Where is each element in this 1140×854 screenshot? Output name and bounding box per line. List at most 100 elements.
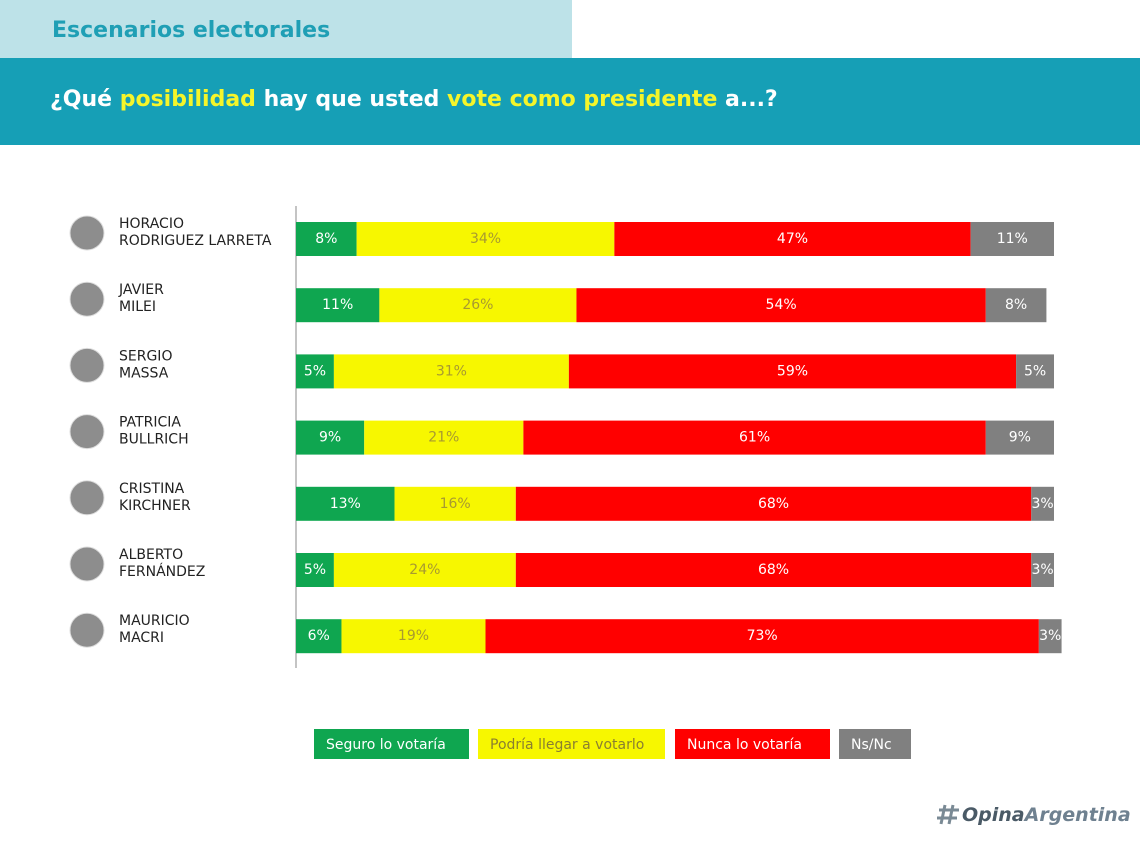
value-label: 5% (1024, 363, 1046, 379)
bar-segment (296, 222, 357, 256)
bar-segment (364, 420, 524, 455)
value-label: 54% (766, 297, 797, 313)
legend-label: Nunca lo votaría (687, 737, 802, 753)
value-label: 61% (739, 430, 770, 446)
category-label: MAURICIO (119, 613, 190, 629)
bar-segment (985, 420, 1054, 455)
value-label: 68% (758, 562, 789, 578)
bar-segment (356, 222, 615, 256)
value-label: 26% (462, 297, 493, 313)
question-part: a...? (717, 87, 777, 112)
question-part: posibilidad (120, 87, 256, 112)
category-label: RODRIGUEZ LARRETA (119, 233, 272, 249)
bar-segment (333, 354, 569, 389)
value-label: 5% (304, 562, 326, 578)
logo-part: Opina (962, 804, 1025, 826)
logo-text: OpinaArgentina (962, 804, 1131, 826)
category-label: JAVIER (118, 282, 164, 298)
legend-swatch (675, 729, 830, 759)
value-label: 68% (758, 496, 789, 512)
question-part: hay que usted (256, 87, 447, 112)
bar-segment (341, 619, 486, 654)
bar-segment (296, 486, 395, 521)
legend-label: Ns/Nc (851, 737, 892, 753)
bar-segment (1016, 354, 1054, 389)
value-label: 21% (428, 430, 459, 446)
section-tab (0, 0, 572, 58)
candidate-photo (69, 281, 105, 317)
logo-part: Argentina (1023, 804, 1131, 826)
candidate-photo (69, 347, 105, 383)
value-label: 3% (1032, 496, 1054, 512)
candidate-photo (69, 215, 105, 251)
category-label: MASSA (119, 365, 169, 381)
legend-swatch (314, 729, 469, 759)
bar-segment (333, 553, 516, 587)
value-label: 5% (304, 363, 326, 379)
bar-segment (515, 553, 1032, 587)
question-part: ¿Qué (50, 87, 120, 112)
bar-segment (296, 619, 342, 654)
candidate-photo (69, 480, 105, 516)
legend-swatch (478, 729, 665, 759)
value-label: 31% (436, 363, 467, 379)
value-label: 11% (997, 231, 1028, 247)
value-label: 9% (319, 430, 341, 446)
category-label: KIRCHNER (119, 498, 191, 514)
bar-segment (523, 420, 986, 455)
bar-segment (985, 288, 1047, 323)
value-label: 6% (308, 628, 330, 644)
bar-segment (515, 486, 1032, 521)
bar-segment (1031, 553, 1054, 587)
value-label: 59% (777, 363, 808, 379)
legend-label: Podría llegar a votarlo (490, 737, 644, 753)
logo: OpinaArgentina (937, 804, 1131, 826)
value-label: 8% (1005, 297, 1027, 313)
category-label: ALBERTO (119, 547, 183, 563)
value-label: 47% (777, 231, 808, 247)
value-label: 8% (315, 231, 337, 247)
category-label: MILEI (119, 299, 156, 315)
bar-segment (296, 354, 334, 389)
bar-segment (394, 486, 516, 521)
category-label: MACRI (119, 630, 164, 646)
bar-segment (568, 354, 1017, 389)
category-label: PATRICIA (119, 415, 181, 431)
bar-segment (296, 420, 365, 455)
category-label: BULLRICH (119, 432, 189, 448)
question-part: vote como presidente (447, 87, 717, 112)
candidate-photo (69, 612, 105, 648)
value-label: 34% (470, 231, 501, 247)
bar-segment (614, 222, 971, 256)
value-label: 19% (398, 628, 429, 644)
question-band (0, 58, 1140, 145)
bar-segment (576, 288, 986, 323)
candidate-photo (69, 414, 105, 450)
bar-segment (379, 288, 577, 323)
category-label: FERNÁNDEZ (119, 563, 205, 580)
legend-swatch (839, 729, 911, 759)
value-label: 11% (322, 297, 353, 313)
bar-segment (296, 553, 334, 587)
bar-segment (296, 288, 380, 323)
category-label: HORACIO (119, 216, 184, 232)
bar-segment (485, 619, 1039, 654)
bar-segment (970, 222, 1054, 256)
value-label: 3% (1039, 628, 1061, 644)
logo-hash (937, 804, 959, 825)
value-label: 13% (330, 496, 361, 512)
category-label: CRISTINA (119, 481, 185, 497)
value-label: 9% (1009, 430, 1031, 446)
legend-label: Seguro lo votaría (326, 737, 446, 753)
bar-segment (1038, 619, 1062, 654)
value-label: 73% (747, 628, 778, 644)
bar-segment (1031, 486, 1054, 521)
value-label: 3% (1032, 562, 1054, 578)
candidate-photo (69, 546, 105, 582)
question: ¿Qué posibilidad hay que usted vote como… (50, 87, 778, 112)
value-label: 16% (440, 496, 471, 512)
value-label: 24% (409, 562, 440, 578)
section-title: Escenarios electorales (52, 18, 330, 43)
category-label: SERGIO (119, 348, 172, 364)
